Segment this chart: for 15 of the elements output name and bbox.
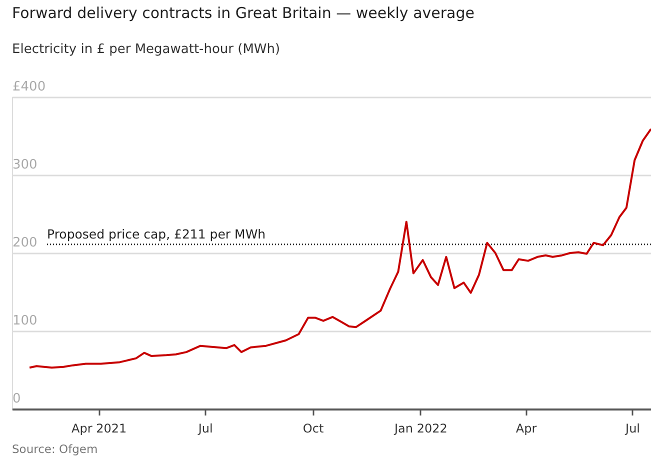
x-tick-label: Jul — [197, 422, 213, 436]
chart-subtitle: Electricity in £ per Megawatt-hour (MWh) — [12, 42, 280, 57]
x-tick-label: Jul — [624, 422, 640, 436]
ref-line-label: Proposed price cap, £211 per MWh — [47, 226, 266, 242]
y-tick-label: £400 — [12, 80, 46, 94]
y-tick-label: 0 — [12, 392, 21, 406]
y-tick-label: 300 — [12, 158, 38, 172]
y-tick-label: 200 — [12, 236, 38, 250]
y-tick-label: 100 — [12, 314, 38, 328]
x-tick-label: Apr — [516, 422, 537, 436]
chart-title: Forward delivery contracts in Great Britain — weekly average — [12, 4, 474, 22]
x-tick-label: Oct — [302, 422, 324, 436]
x-tick-label: Apr 2021 — [72, 422, 127, 436]
x-tick-label: Jan 2022 — [394, 422, 448, 436]
source-note: Source: Ofgem — [12, 442, 98, 456]
